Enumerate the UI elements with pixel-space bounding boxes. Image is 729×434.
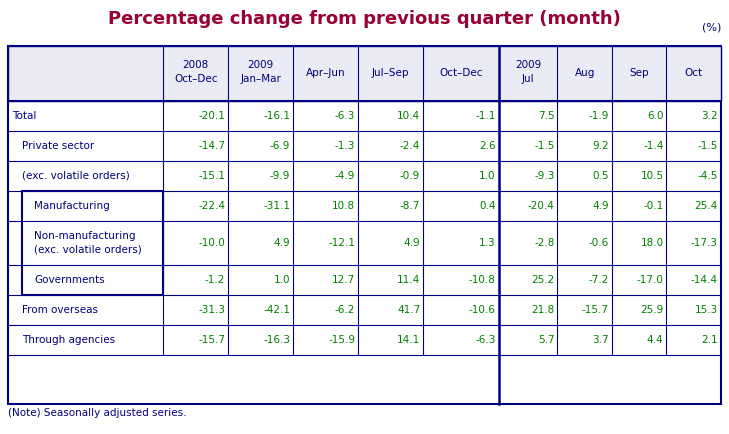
- Text: 1.0: 1.0: [479, 171, 496, 181]
- Text: -1.5: -1.5: [534, 141, 555, 151]
- Text: Aug: Aug: [574, 69, 595, 79]
- Text: 10.5: 10.5: [640, 171, 663, 181]
- Text: Manufacturing: Manufacturing: [34, 201, 110, 211]
- Text: 5.7: 5.7: [538, 335, 555, 345]
- Text: -1.3: -1.3: [335, 141, 355, 151]
- Text: -20.1: -20.1: [198, 111, 225, 121]
- Text: 1.3: 1.3: [479, 238, 496, 248]
- Text: -2.4: -2.4: [399, 141, 420, 151]
- Text: 0.4: 0.4: [479, 201, 496, 211]
- Text: -15.1: -15.1: [198, 171, 225, 181]
- Text: -12.1: -12.1: [328, 238, 355, 248]
- Text: 4.9: 4.9: [273, 238, 290, 248]
- Text: -31.3: -31.3: [198, 305, 225, 315]
- Text: -14.7: -14.7: [198, 141, 225, 151]
- Text: -1.5: -1.5: [698, 141, 718, 151]
- Text: -1.9: -1.9: [588, 111, 609, 121]
- Text: Oct: Oct: [685, 69, 703, 79]
- Text: -1.1: -1.1: [475, 111, 496, 121]
- Text: -4.5: -4.5: [698, 171, 718, 181]
- Text: 3.7: 3.7: [593, 335, 609, 345]
- Text: -20.4: -20.4: [528, 201, 555, 211]
- Text: 4.4: 4.4: [647, 335, 663, 345]
- Bar: [8, 46, 721, 101]
- Text: -6.9: -6.9: [270, 141, 290, 151]
- Text: -42.1: -42.1: [263, 305, 290, 315]
- Text: -17.0: -17.0: [636, 275, 663, 285]
- Text: 4.9: 4.9: [593, 201, 609, 211]
- Text: 15.3: 15.3: [695, 305, 718, 315]
- Bar: [22, 191, 163, 295]
- Text: 10.8: 10.8: [332, 201, 355, 211]
- Text: -15.7: -15.7: [582, 305, 609, 315]
- Text: -4.9: -4.9: [335, 171, 355, 181]
- Text: Oct–Dec: Oct–Dec: [174, 73, 217, 83]
- Text: -0.6: -0.6: [589, 238, 609, 248]
- Text: 25.9: 25.9: [640, 305, 663, 315]
- Text: -6.3: -6.3: [335, 111, 355, 121]
- Text: 10.4: 10.4: [397, 111, 420, 121]
- Text: -9.9: -9.9: [270, 171, 290, 181]
- Text: 1.0: 1.0: [273, 275, 290, 285]
- Text: -1.4: -1.4: [643, 141, 663, 151]
- Text: -7.2: -7.2: [588, 275, 609, 285]
- Text: -16.1: -16.1: [263, 111, 290, 121]
- Text: -1.2: -1.2: [205, 275, 225, 285]
- Text: Private sector: Private sector: [22, 141, 94, 151]
- Text: -10.6: -10.6: [469, 305, 496, 315]
- Text: 4.9: 4.9: [404, 238, 420, 248]
- Text: Jul–Sep: Jul–Sep: [372, 69, 410, 79]
- Text: -2.8: -2.8: [534, 238, 555, 248]
- Text: -10.8: -10.8: [469, 275, 496, 285]
- Text: Apr–Jun: Apr–Jun: [306, 69, 346, 79]
- Text: -22.4: -22.4: [198, 201, 225, 211]
- Text: (exc. volatile orders): (exc. volatile orders): [34, 245, 141, 255]
- Text: 2.1: 2.1: [701, 335, 718, 345]
- Text: -15.9: -15.9: [328, 335, 355, 345]
- Text: Governments: Governments: [34, 275, 105, 285]
- Text: -17.3: -17.3: [691, 238, 718, 248]
- Text: Sep: Sep: [629, 69, 649, 79]
- Text: 14.1: 14.1: [397, 335, 420, 345]
- Text: 41.7: 41.7: [397, 305, 420, 315]
- Text: -0.1: -0.1: [643, 201, 663, 211]
- Text: 21.8: 21.8: [531, 305, 555, 315]
- Text: -8.7: -8.7: [399, 201, 420, 211]
- Text: 25.2: 25.2: [531, 275, 555, 285]
- Text: Jan–Mar: Jan–Mar: [241, 73, 281, 83]
- Text: 3.2: 3.2: [701, 111, 718, 121]
- Text: 2008: 2008: [182, 60, 208, 70]
- Text: 6.0: 6.0: [647, 111, 663, 121]
- Text: 11.4: 11.4: [397, 275, 420, 285]
- Text: -0.9: -0.9: [400, 171, 420, 181]
- Text: -6.3: -6.3: [475, 335, 496, 345]
- Text: 12.7: 12.7: [332, 275, 355, 285]
- Text: Total: Total: [12, 111, 36, 121]
- Text: Jul: Jul: [522, 73, 534, 83]
- Text: 2009: 2009: [515, 60, 541, 70]
- Text: (%): (%): [701, 22, 721, 32]
- Text: -15.7: -15.7: [198, 335, 225, 345]
- Text: (exc. volatile orders): (exc. volatile orders): [22, 171, 130, 181]
- Text: 0.5: 0.5: [593, 171, 609, 181]
- Text: 18.0: 18.0: [640, 238, 663, 248]
- Text: -16.3: -16.3: [263, 335, 290, 345]
- Text: Non-manufacturing: Non-manufacturing: [34, 231, 136, 241]
- Text: 7.5: 7.5: [538, 111, 555, 121]
- Bar: [8, 46, 721, 404]
- Text: 2009: 2009: [248, 60, 274, 70]
- Text: From overseas: From overseas: [22, 305, 98, 315]
- Text: (Note) Seasonally adjusted series.: (Note) Seasonally adjusted series.: [8, 408, 187, 418]
- Text: Through agencies: Through agencies: [22, 335, 115, 345]
- Text: -31.1: -31.1: [263, 201, 290, 211]
- Text: 25.4: 25.4: [695, 201, 718, 211]
- Text: -10.0: -10.0: [198, 238, 225, 248]
- Text: -14.4: -14.4: [691, 275, 718, 285]
- Text: 2.6: 2.6: [479, 141, 496, 151]
- Text: -6.2: -6.2: [335, 305, 355, 315]
- Text: Percentage change from previous quarter (month): Percentage change from previous quarter …: [108, 10, 621, 28]
- Text: -9.3: -9.3: [534, 171, 555, 181]
- Text: Oct–Dec: Oct–Dec: [439, 69, 483, 79]
- Text: 9.2: 9.2: [593, 141, 609, 151]
